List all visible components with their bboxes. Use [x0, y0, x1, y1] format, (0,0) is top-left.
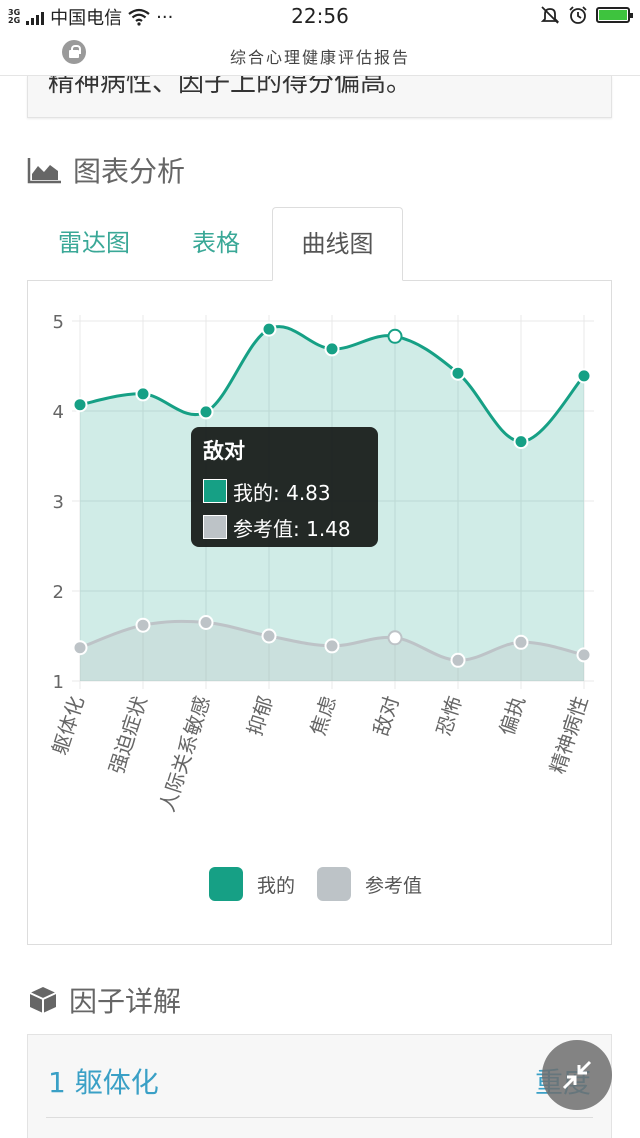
chart-tooltip: 敌对 我的: 4.83 参考值: 1.48: [191, 427, 378, 547]
data-point-ref: [198, 615, 214, 630]
x-tick-label: 强迫症状: [104, 693, 152, 777]
cube-icon: [29, 987, 57, 1013]
y-tick-label: 2: [53, 582, 64, 603]
x-tick-label: 焦虑: [306, 693, 341, 738]
chart-panel: 1 2 3 4 5 躯体化 强迫症状 人际关系敏感 抑郁 焦虑 敌对 恐怖 偏执 精神病性 敌对 我的: …: [27, 280, 612, 945]
collapse-button[interactable]: [542, 1040, 612, 1110]
x-tick-label: 精神病性: [545, 693, 593, 777]
tooltip-row-ref: 参考值: 1.48: [203, 509, 366, 545]
data-point-mine: [576, 368, 592, 384]
summary-text: 精神病性、因子上的得分偏高。: [48, 76, 413, 98]
clock: 22:56: [291, 4, 349, 28]
section-title: 图表分析: [73, 155, 186, 188]
data-point-ref: [387, 630, 403, 646]
data-point-ref: [576, 647, 592, 663]
tab-curve[interactable]: 曲线图: [272, 207, 403, 281]
mute-bell-icon: [540, 6, 560, 24]
collapse-arrows-icon: [562, 1060, 592, 1090]
legend-item-ref[interactable]: 参考值: [317, 867, 422, 901]
more-indicator: ···: [156, 6, 174, 28]
legend-swatch-mine: [208, 867, 243, 901]
status-left: 3G 2G 中国电信 ···: [8, 4, 173, 30]
tooltip-swatch-mine: [203, 479, 227, 503]
x-tick-label: 恐怖: [432, 693, 467, 738]
data-point-mine: [324, 341, 340, 357]
legend-label-ref: 参考值: [365, 874, 423, 897]
legend-label-mine: 我的: [256, 874, 295, 897]
x-tick-label: 抑郁: [243, 693, 278, 738]
status-bar: 3G 2G 中国电信 ··· 22:56: [0, 0, 640, 32]
x-tick-label: 躯体化: [47, 693, 88, 757]
section-header-factor: 因子详解: [27, 980, 181, 1020]
section-header-chart: 图表分析: [27, 150, 185, 190]
tooltip-value-ref: 参考值: 1.48: [233, 516, 351, 541]
legend-swatch-ref: [317, 867, 351, 901]
data-point-mine: [135, 386, 151, 402]
data-point-mine: [450, 365, 466, 381]
tooltip-value-mine: 我的: 4.83: [233, 480, 331, 505]
status-right: [540, 5, 633, 25]
y-tick-label: 3: [53, 492, 64, 513]
wifi-icon: [128, 8, 150, 26]
data-point-mine: [261, 321, 277, 337]
factor-card[interactable]: 1 躯体化 重度: [27, 1034, 612, 1138]
title-bar: 综合心理健康评估报告: [0, 32, 640, 76]
data-point-ref: [72, 640, 88, 656]
y-tick-label: 4: [53, 402, 64, 423]
summary-card: 精神病性、因子上的得分偏高。: [27, 76, 612, 118]
tooltip-swatch-ref: [203, 515, 227, 539]
data-point-mine: [513, 434, 529, 450]
x-tick-label: 人际关系敏感: [155, 693, 215, 815]
lock-icon[interactable]: [62, 40, 86, 64]
divider: [46, 1117, 593, 1118]
alarm-icon: [569, 6, 587, 24]
signal-icon: [26, 9, 45, 25]
data-point-ref: [513, 634, 529, 650]
tab-radar[interactable]: 雷达图: [58, 229, 130, 257]
chart-tabs: 雷达图 表格 曲线图: [27, 207, 612, 281]
page-title: 综合心理健康评估报告: [229, 48, 410, 67]
data-point-ref: [261, 628, 277, 644]
data-point-mine: [387, 328, 403, 344]
carrier-name: 中国电信: [50, 8, 123, 29]
y-tick-label: 1: [53, 672, 64, 693]
network-type: 3G 2G: [8, 8, 21, 25]
chart-legend: 我的 参考值: [28, 867, 611, 901]
tooltip-row-mine: 我的: 4.83: [203, 473, 366, 509]
x-tick-label: 敌对: [369, 693, 404, 738]
data-point-mine: [198, 404, 214, 420]
battery-icon: [596, 7, 633, 23]
data-point-ref: [135, 617, 151, 633]
section-title: 因子详解: [69, 985, 182, 1018]
area-chart-icon: [27, 158, 61, 184]
y-tick-label: 5: [53, 312, 64, 333]
factor-title: 1 躯体化: [48, 1066, 159, 1099]
tooltip-title: 敌对: [203, 439, 245, 463]
x-tick-label: 偏执: [495, 693, 530, 738]
legend-item-mine[interactable]: 我的: [208, 867, 295, 901]
tab-table[interactable]: 表格: [192, 229, 240, 257]
data-point-mine: [72, 397, 88, 413]
data-point-ref: [324, 638, 340, 654]
data-point-ref: [450, 652, 466, 668]
